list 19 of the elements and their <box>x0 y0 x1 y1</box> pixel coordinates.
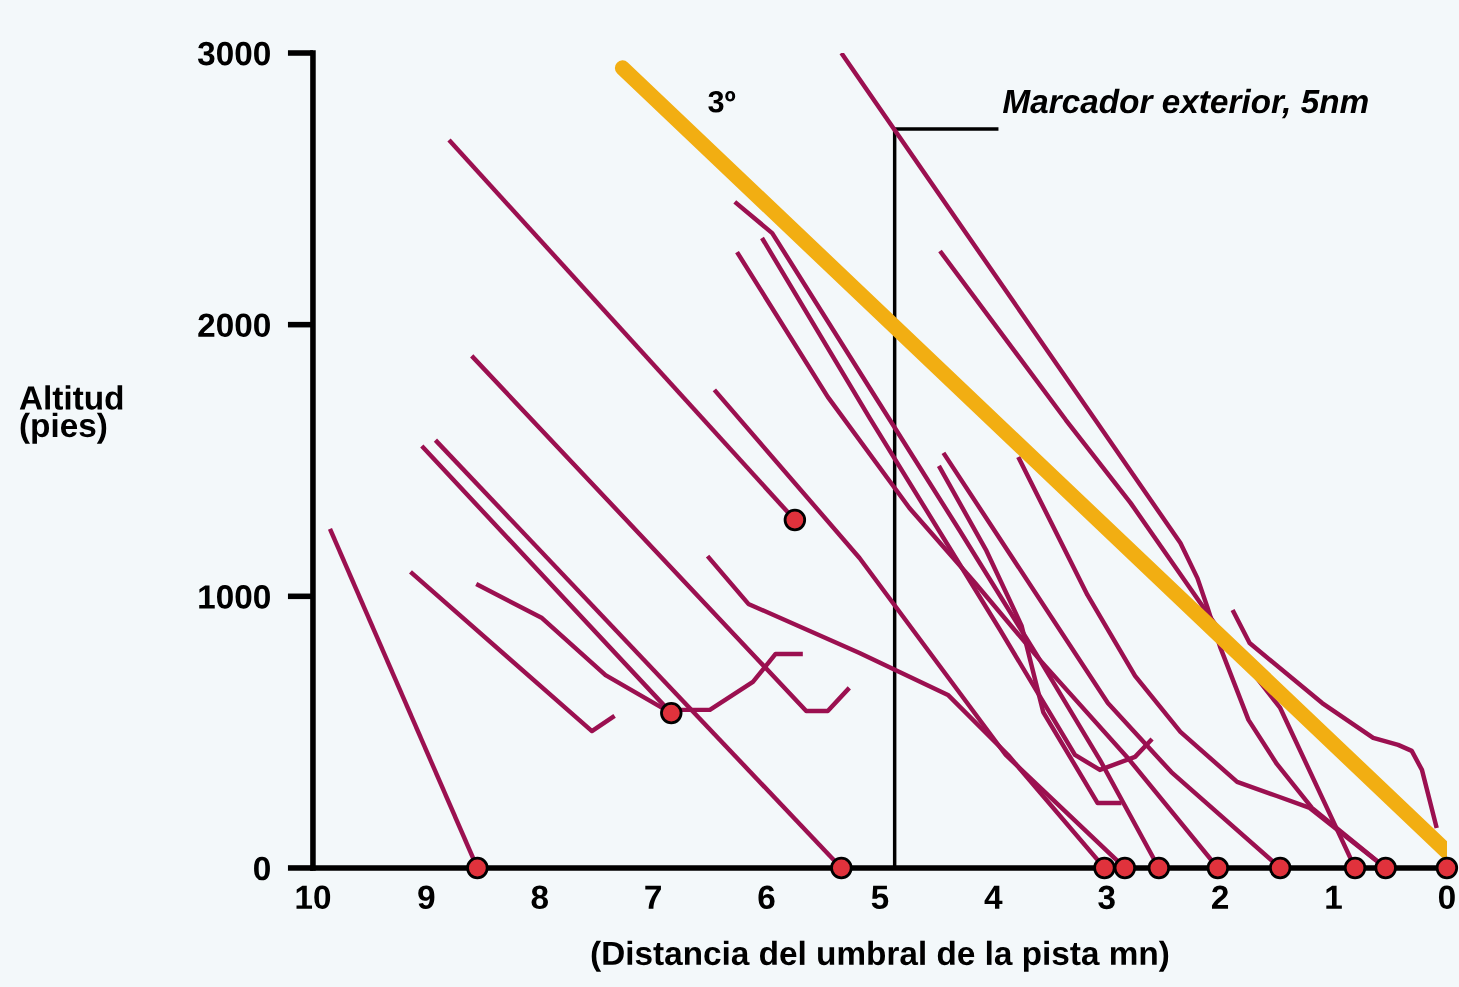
x-tick-label: 6 <box>758 885 775 910</box>
x-tick-label: 7 <box>645 885 661 909</box>
x-tick-label: 10 <box>296 885 331 910</box>
x-tick-label: 0 <box>1438 885 1455 910</box>
x-tick-label: 9 <box>418 885 435 910</box>
x-axis-title: (Distancia del umbral de la pista mn) <box>591 940 1169 972</box>
x-tick-label: 3 <box>1098 885 1115 910</box>
y-tick-label: 2000 <box>198 313 270 338</box>
annotation: 3º <box>708 90 736 113</box>
y-tick-label: 0 <box>254 856 270 881</box>
annotation: Marcador exterior, 5nm <box>1002 88 1368 119</box>
x-tick-label: 4 <box>984 885 1003 909</box>
x-tick-label: 2 <box>1211 885 1229 909</box>
x-tick-label: 5 <box>871 885 889 910</box>
y-tick-label: 3000 <box>197 41 270 66</box>
y-axis-title: Altitud (pies) <box>19 385 123 444</box>
x-tick-label: 1 <box>1326 885 1342 909</box>
y-tick-label: 1000 <box>199 585 270 609</box>
x-tick-label: 8 <box>531 885 548 910</box>
